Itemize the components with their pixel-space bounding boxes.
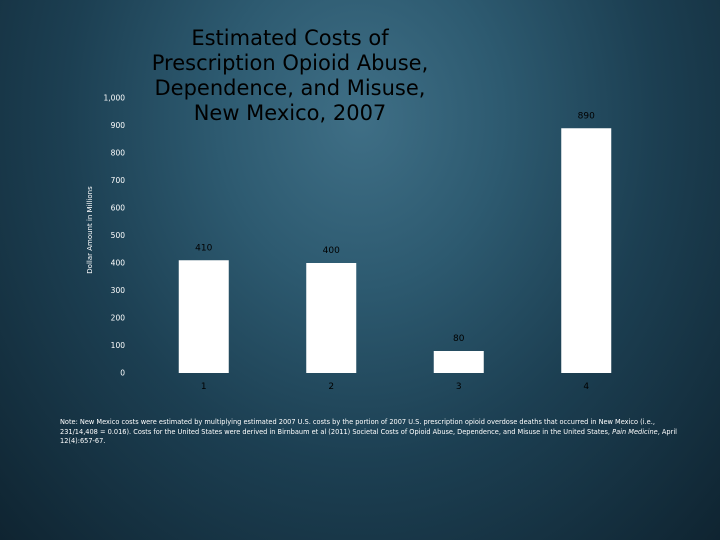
bar-data-label: 890 [578, 111, 595, 121]
y-tick-label: 200 [111, 314, 126, 323]
bar [306, 263, 357, 373]
y-tick-label: 900 [111, 121, 126, 130]
y-tick-label: 400 [111, 259, 126, 268]
x-tick-label: 3 [456, 382, 462, 392]
bar-data-label: 410 [195, 243, 212, 253]
y-tick-label: 1,000 [104, 94, 126, 103]
bar-data-label: 400 [323, 246, 340, 256]
bar [433, 351, 484, 373]
chart-title: Estimated Costs of Prescription Opioid A… [151, 26, 429, 125]
y-tick-label: 600 [111, 204, 126, 213]
x-tick-label: 4 [583, 382, 589, 392]
x-axis-ticks: 1 2 3 4 [201, 382, 590, 392]
footnote-citation: , April 12(4):657-67. [60, 427, 677, 446]
y-tick-label: 800 [111, 149, 126, 158]
bar-data-label: 80 [453, 334, 465, 344]
y-tick-label: 100 [111, 341, 126, 350]
footnote-text: Note: New Mexico costs were estimated by… [60, 418, 655, 436]
y-axis-ticks: 0 100 200 300 400 500 600 700 800 900 1,000 [104, 94, 126, 378]
y-axis-label: Dollar Amount in Millions [86, 186, 94, 274]
bar [561, 128, 612, 373]
y-tick-label: 700 [111, 176, 126, 185]
x-tick-label: 2 [328, 382, 334, 392]
data-labels: 410 400 80 890 [195, 111, 595, 344]
y-tick-label: 500 [111, 231, 126, 240]
x-tick-label: 1 [201, 382, 207, 392]
y-tick-label: 300 [111, 286, 126, 295]
footnote-journal: Pain Medicine [612, 427, 658, 436]
footnote: Note: New Mexico costs were estimated by… [60, 418, 680, 447]
bars [178, 128, 612, 373]
y-tick-label: 0 [120, 369, 125, 378]
bar [178, 260, 229, 373]
